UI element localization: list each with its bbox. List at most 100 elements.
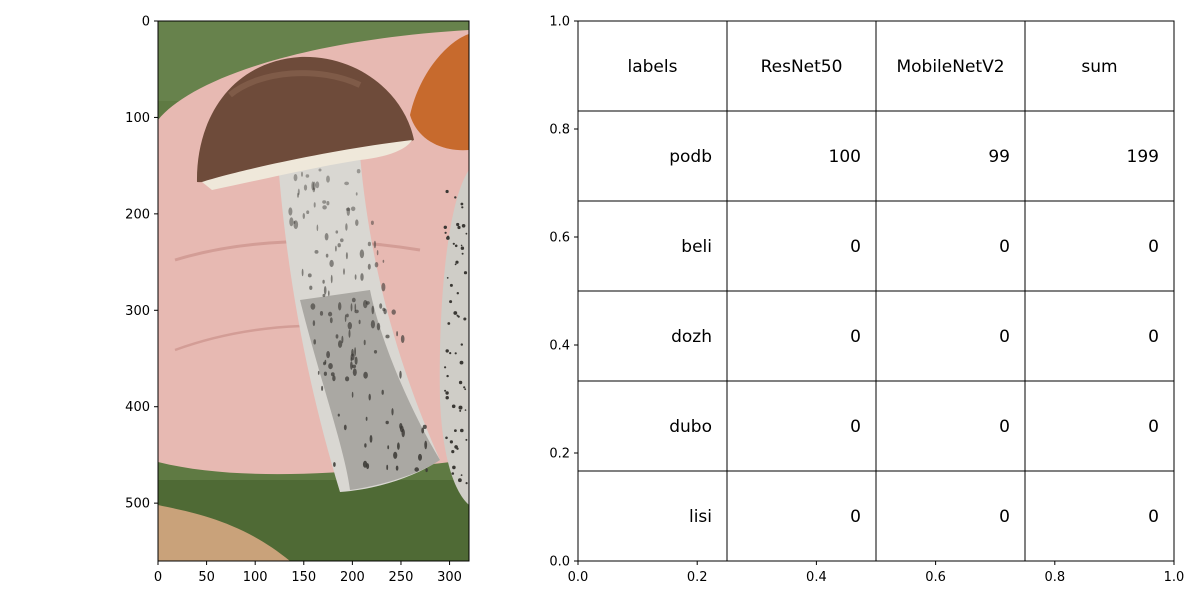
table-x-tick-label: 1.0 (1164, 570, 1185, 585)
image-axes-frame (157, 20, 470, 562)
table-x-tick-label: 0.8 (1044, 570, 1065, 585)
second-stem-scale (460, 246, 465, 250)
table-cell: 100 (829, 147, 861, 167)
second-stem-scale (457, 315, 460, 318)
stem-scale (362, 460, 368, 468)
second-stem-scale (465, 482, 468, 485)
second-stem-scale (461, 224, 466, 228)
second-stem-scale (458, 478, 462, 483)
stem-scale (340, 238, 344, 243)
stem-scale (312, 181, 316, 191)
stem-scale (374, 262, 379, 268)
stem-scale (306, 210, 310, 214)
table-grid (578, 21, 1174, 561)
second-stem-scale (458, 380, 463, 385)
stem-scale (335, 245, 337, 252)
table-x-tick-label: 0.2 (687, 570, 708, 585)
stem-scale (422, 424, 427, 429)
stem-scale (289, 217, 294, 227)
second-stem-scale (460, 244, 463, 247)
second-stem-scale (454, 445, 458, 449)
image-x-tick-label: 300 (437, 570, 462, 585)
stem-scale (307, 273, 312, 278)
second-stem-scale (460, 428, 464, 433)
stem-scale (352, 368, 357, 377)
table-header-cell: labels (628, 57, 678, 77)
image-y-ticks: 0 100 200 300 400 500 (125, 15, 158, 512)
table-x-tick-label: 0.4 (806, 570, 827, 585)
stem-scales (288, 168, 468, 485)
image-x-tick-label: 200 (340, 570, 365, 585)
stem-scale (326, 351, 330, 359)
stem-scale (303, 184, 308, 191)
stem-scale (328, 311, 333, 317)
table-header-cell: MobileNetV2 (896, 57, 1004, 77)
stem-scale (328, 363, 333, 370)
second-stem-scale (464, 317, 467, 320)
stem-scale (354, 303, 357, 312)
fallen-leaves (158, 505, 290, 561)
table-cell: dubo (669, 417, 712, 437)
table-header-cell: ResNet50 (761, 57, 843, 77)
second-stem-scale (446, 374, 449, 378)
cap-underside (202, 140, 412, 190)
stem-scale (376, 250, 379, 256)
stem-scale (354, 274, 357, 280)
table-cell: podb (669, 147, 712, 167)
table-y-tick-label: 0.4 (549, 339, 570, 354)
stem-scale (344, 314, 347, 323)
table-y-tick-label: 1.0 (549, 15, 570, 30)
second-stem-scale (454, 352, 457, 355)
second-stem-scale (452, 465, 456, 470)
stem-scale (369, 435, 373, 443)
stem-scale (418, 453, 422, 461)
second-stem-scale (446, 277, 449, 279)
stem-scale (317, 370, 320, 375)
second-stem-scale (445, 349, 449, 353)
stem-scale (421, 427, 425, 434)
stem-scale (387, 445, 390, 450)
table-cell: 0 (999, 237, 1010, 257)
stem-scale (370, 320, 375, 329)
stem-scale (337, 243, 341, 248)
second-stem-scale (456, 292, 459, 295)
image-axes: 0 50 100 150 200 250 300 0 100 200 300 400 500 (125, 15, 470, 585)
stem-scale (338, 340, 343, 348)
stem-scale (345, 207, 351, 211)
second-stem-scale (449, 440, 453, 444)
table-cell: 0 (850, 507, 861, 527)
stem-scale (367, 241, 371, 247)
stem-scale (332, 375, 336, 382)
stem-scale (371, 305, 375, 315)
stem-scale (293, 174, 298, 182)
table-cell: dozh (671, 327, 712, 347)
stem-scale (354, 347, 356, 357)
stem-scale (391, 408, 394, 416)
stem-scale (322, 205, 327, 210)
stem-scale (288, 207, 293, 216)
second-stem-scale (444, 389, 447, 392)
stem-scale (363, 371, 368, 379)
stem-scale (381, 389, 384, 395)
second-stem-scale (449, 300, 453, 304)
stem-scale (343, 424, 347, 431)
table-x-tick-label: 0.0 (568, 570, 589, 585)
table-cell: 0 (999, 327, 1010, 347)
stem-scale (329, 317, 333, 324)
stem-scale (323, 286, 327, 295)
stem-scale (351, 364, 357, 369)
second-stem-scale (456, 222, 460, 227)
stem-scale (324, 359, 327, 365)
stem-scale (354, 356, 358, 365)
stem-scale (368, 393, 371, 401)
stem-scale (367, 263, 371, 270)
stem-scale (322, 293, 326, 298)
stem-scale (305, 174, 310, 178)
stem-scale (319, 311, 324, 316)
image-x-tick-label: 100 (243, 570, 268, 585)
second-stem-scale (446, 235, 450, 238)
stem-scale (322, 279, 325, 284)
stem-scale (301, 171, 303, 177)
stem-scale (424, 440, 428, 450)
second-stem-scale (457, 225, 461, 230)
